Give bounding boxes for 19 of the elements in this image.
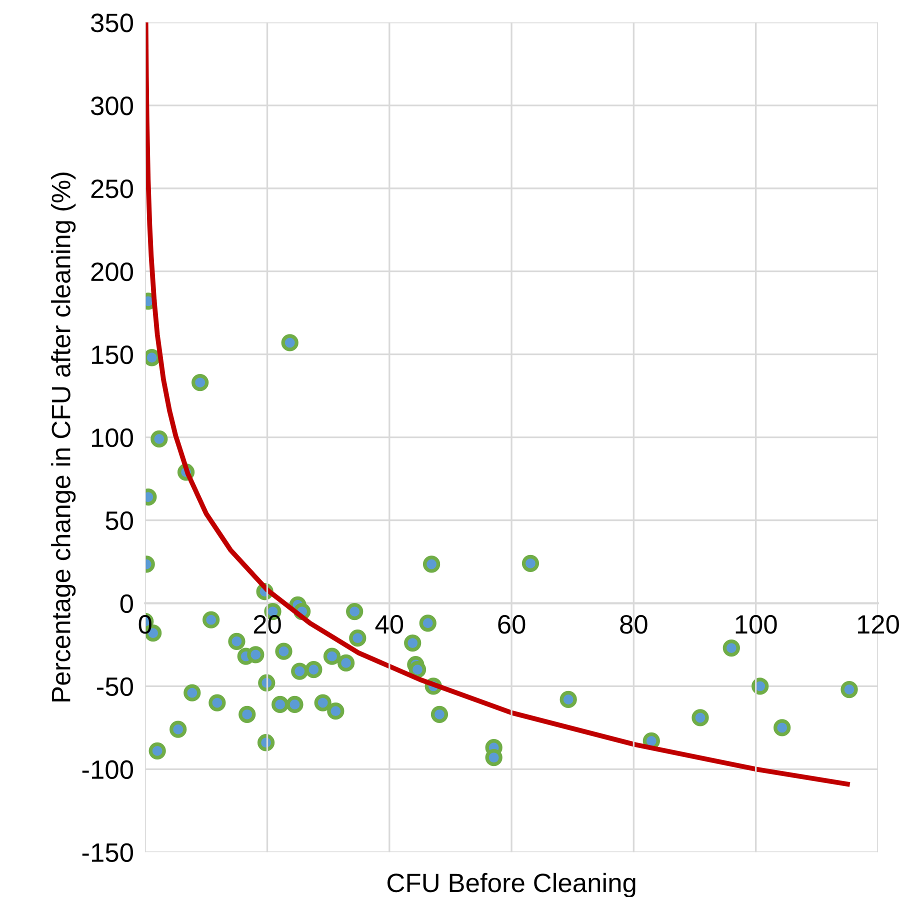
x-axis-title: CFU Before Cleaning <box>387 872 636 897</box>
y-tick-label: 0 <box>120 594 133 614</box>
x-tick-label: 120 <box>858 615 899 634</box>
y-tick-label: 100 <box>92 428 133 448</box>
y-tick-label: -50 <box>97 677 133 696</box>
x-tick-label: 100 <box>736 615 777 634</box>
y-tick-label: -150 <box>82 843 133 862</box>
x-tick-label: 80 <box>620 615 648 634</box>
y-tick-label: 300 <box>90 96 133 116</box>
y-axis-title: Percentage change in CFU after cleaning (%) <box>51 172 76 702</box>
y-tick-label: 250 <box>91 180 133 198</box>
x-tick-label: 20 <box>254 615 281 634</box>
x-tick-label: 40 <box>375 615 404 634</box>
x-tick-label: 60 <box>498 615 526 634</box>
y-tick-label: 200 <box>91 262 133 282</box>
y-tick-label: -100 <box>82 760 133 779</box>
y-tick-label: 50 <box>106 511 133 530</box>
y-tick-label: 350 <box>90 14 133 32</box>
y-tick-label: 150 <box>92 345 133 364</box>
